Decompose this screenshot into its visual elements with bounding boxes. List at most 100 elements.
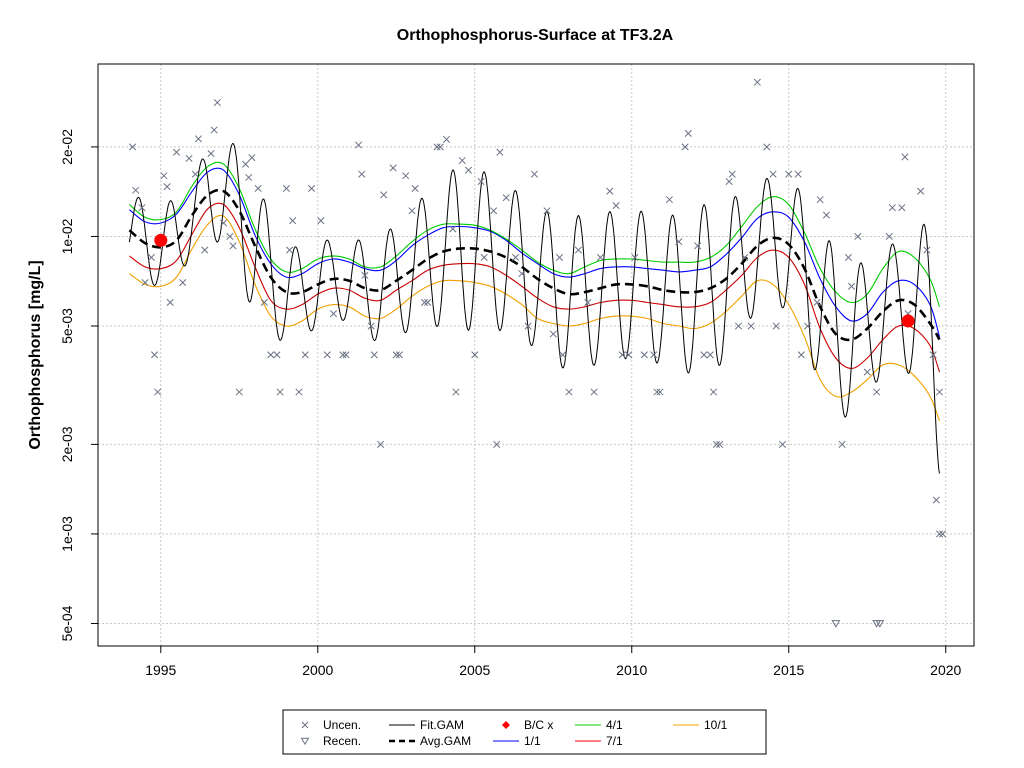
fit-gam-line — [128, 142, 940, 474]
data-point-41 — [342, 351, 350, 359]
bc-point-0 — [154, 233, 168, 247]
data-point-31 — [282, 184, 290, 193]
data-point-124 — [863, 368, 871, 376]
legend-symbol-recen — [300, 737, 310, 746]
data-point-55 — [420, 298, 429, 307]
seasonal-line-2 — [129, 202, 941, 373]
data-point-105 — [734, 322, 743, 330]
data-point-92 — [656, 388, 664, 396]
data-point-14 — [194, 135, 203, 143]
data-point-2 — [138, 204, 146, 212]
data-point-90 — [650, 351, 658, 359]
data-point-47 — [377, 440, 385, 448]
data-point-127 — [888, 204, 896, 212]
legend-item-6: 4/1 — [575, 718, 623, 732]
data-point-123 — [854, 232, 862, 241]
data-point-62 — [458, 156, 466, 165]
data-point-107 — [747, 322, 755, 330]
data-point-12 — [185, 154, 193, 162]
data-point-116 — [804, 322, 812, 330]
data-point-19 — [220, 219, 228, 227]
data-point-46 — [370, 351, 378, 359]
data-point-102 — [716, 440, 724, 448]
x-tick-label-1: 2000 — [302, 662, 333, 678]
x-tick-label-4: 2015 — [773, 662, 804, 678]
data-point-27 — [260, 298, 268, 307]
data-point-72 — [518, 270, 526, 278]
fit-gam-line-group — [128, 142, 940, 474]
data-point-120 — [838, 440, 846, 448]
data-point-20 — [226, 232, 234, 241]
y-tick-label-4: 1e-02 — [59, 218, 75, 254]
data-point-108 — [753, 78, 761, 86]
data-point-88 — [631, 253, 639, 262]
data-point-21 — [229, 242, 237, 250]
data-point-122 — [847, 282, 856, 290]
legend-item-7: 7/1 — [575, 734, 623, 748]
data-point-80 — [574, 246, 582, 254]
data-point-70 — [502, 194, 510, 202]
data-point-34 — [295, 388, 303, 396]
data-point-68 — [493, 440, 501, 448]
avg-gam-line-group — [128, 188, 941, 342]
data-point-33 — [289, 217, 297, 225]
x-tick-label-3: 2010 — [616, 662, 647, 678]
data-point-119 — [822, 211, 830, 219]
data-point-17 — [210, 126, 218, 134]
data-point-84 — [606, 187, 614, 195]
data-point-125 — [873, 388, 881, 396]
data-point-1 — [132, 186, 140, 194]
data-point-11 — [179, 278, 187, 287]
data-point-44 — [361, 271, 369, 279]
y-tick-label-3: 5e-03 — [59, 308, 75, 344]
data-point-54 — [411, 184, 419, 193]
legend-label: 1/1 — [524, 734, 541, 748]
data-point-129 — [901, 153, 909, 161]
data-point-85 — [612, 202, 620, 210]
data-point-37 — [317, 217, 325, 225]
data-point-100 — [709, 388, 717, 396]
legend-label: 7/1 — [606, 734, 623, 748]
data-point-136 — [935, 530, 944, 538]
legend-item-1: Recen. — [300, 734, 361, 748]
data-point-77 — [555, 253, 564, 262]
censored-point-2 — [875, 620, 885, 628]
legend-item-3: Avg.GAM — [389, 734, 471, 748]
data-point-45 — [367, 322, 375, 330]
data-point-36 — [307, 184, 316, 193]
data-point-118 — [816, 196, 824, 204]
data-point-110 — [769, 170, 777, 178]
plot-frame — [97, 63, 975, 647]
bc-points — [154, 233, 915, 328]
data-point-93 — [665, 196, 673, 204]
legend-item-0: Uncen. — [301, 718, 361, 732]
data-point-134 — [932, 496, 940, 504]
data-point-87 — [625, 351, 633, 359]
data-point-112 — [778, 440, 787, 448]
data-point-101 — [712, 440, 721, 448]
avg-gam-line — [128, 188, 941, 342]
data-point-59 — [442, 135, 451, 143]
data-point-97 — [694, 242, 702, 250]
data-point-73 — [524, 322, 532, 330]
legend-symbol-bc — [502, 721, 510, 729]
data-point-13 — [191, 170, 199, 178]
data-point-98 — [700, 351, 708, 359]
censored-points — [831, 620, 885, 628]
data-point-23 — [242, 160, 250, 168]
data-point-67 — [490, 207, 498, 215]
data-point-99 — [706, 351, 714, 359]
data-point-109 — [763, 143, 771, 151]
legend-item-8: 10/1 — [673, 718, 728, 732]
y-axis-label: Orthophosphorus [mg/L] — [27, 260, 44, 449]
legend-label: Recen. — [323, 734, 361, 748]
legend-label: B/C x — [524, 718, 553, 732]
data-point-137 — [939, 530, 947, 538]
data-point-69 — [496, 148, 504, 156]
data-point-83 — [596, 253, 604, 262]
data-point-96 — [684, 129, 692, 137]
data-point-35 — [301, 351, 309, 359]
data-point-26 — [254, 184, 262, 193]
data-point-81 — [584, 298, 592, 307]
